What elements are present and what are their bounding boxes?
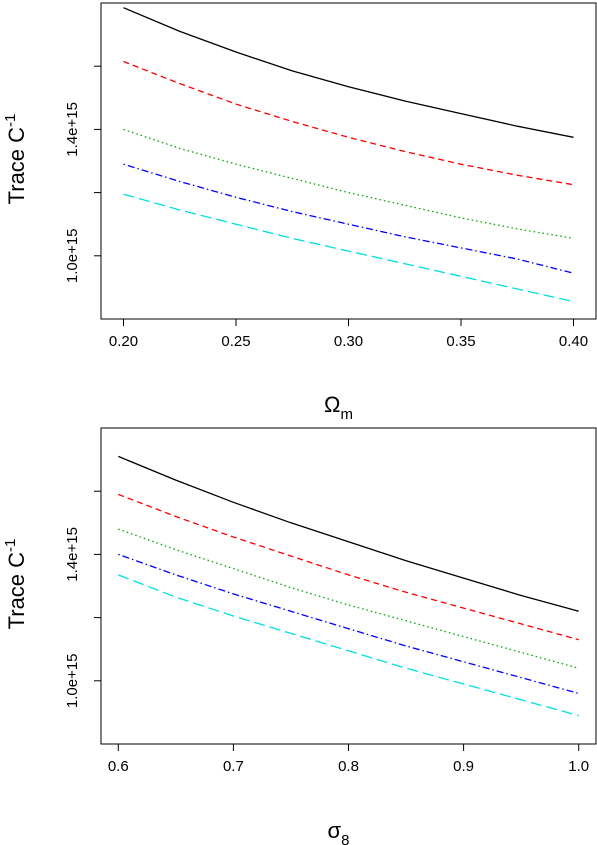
x-tick-label: 0.25	[221, 333, 250, 350]
y-axis-title: Trace C-1	[2, 539, 29, 630]
y-axis-title-superscript: -1	[2, 539, 19, 552]
series-line-3	[118, 528, 579, 669]
y-axis-title-superscript: -1	[2, 114, 19, 127]
series-line-5	[123, 193, 574, 303]
series-line-1	[118, 455, 579, 612]
series-line-2	[123, 60, 574, 186]
panel-omega-m: 0.20 0.25 0.30 0.35 0.40 1.0e+15 1.4e+15 Ωm Trac…	[2, 2, 597, 423]
series-line-5	[118, 574, 579, 717]
x-tick-label: 0.40	[559, 333, 588, 350]
y-axis-title: Trace C-1	[2, 114, 29, 205]
series-line-2	[118, 493, 579, 641]
series-line-1	[123, 7, 574, 138]
x-axis-title-subscript: m	[340, 406, 353, 423]
x-tick-label: 1.0	[568, 758, 589, 775]
y-tick-label: 1.0e+15	[64, 228, 81, 283]
x-tick-label: 0.9	[453, 758, 474, 775]
series-line-3	[123, 128, 574, 240]
x-tick-label: 0.8	[338, 758, 359, 775]
x-tick-label: 0.7	[223, 758, 244, 775]
y-tick-label: 1.4e+15	[64, 102, 81, 157]
x-axis-title-main: Ω	[324, 392, 340, 417]
x-axis-title: σ8	[328, 818, 350, 845]
x-tick-label: 0.20	[109, 333, 138, 350]
y-axis-title-main: Trace C	[4, 127, 29, 205]
plot-frame	[100, 427, 597, 745]
y-axis-title-main: Trace C	[4, 552, 29, 630]
y-tick-label: 1.4e+15	[64, 527, 81, 582]
x-tick-label: 0.6	[108, 758, 129, 775]
panel-sigma-8: 0.6 0.7 0.8 0.9 1.0 1.0e+15 1.4e+15 σ8 Trace C-1	[2, 427, 597, 845]
x-axis-title-subscript: 8	[341, 832, 349, 845]
x-tick-label: 0.30	[334, 333, 363, 350]
series-line-4	[123, 163, 574, 274]
x-axis-title-main: σ	[328, 818, 342, 843]
x-axis-title: Ωm	[324, 392, 353, 423]
series-line-4	[118, 553, 579, 695]
plot-frame	[100, 2, 597, 320]
x-tick-label: 0.35	[446, 333, 475, 350]
y-tick-label: 1.0e+15	[64, 653, 81, 708]
